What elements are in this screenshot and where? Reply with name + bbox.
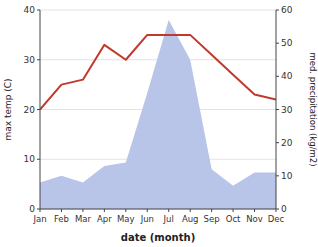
grid-line	[40, 209, 276, 210]
x-tick	[61, 209, 62, 212]
x-tick-label: Aug	[182, 214, 199, 224]
x-tick	[104, 209, 105, 212]
y2-tick	[276, 175, 279, 176]
x-tick-label: Jan	[32, 214, 46, 224]
y2-axis-label: med. precipitation (kg/m2)	[308, 52, 318, 166]
y-tick	[37, 10, 40, 11]
y2-tick-label: 0	[281, 204, 287, 214]
y-tick-label: 20	[24, 105, 36, 115]
x-tick-label: Mar	[75, 214, 92, 224]
x-tick	[168, 209, 169, 212]
y2-tick	[276, 43, 279, 44]
x-axis-label: date (month)	[121, 232, 195, 243]
x-tick	[82, 209, 83, 212]
y2-tick	[276, 142, 279, 143]
y2-tick-label: 60	[281, 5, 293, 15]
line	[40, 35, 276, 110]
grid-line	[40, 10, 276, 11]
x-tick	[147, 209, 148, 212]
y-tick-label: 30	[24, 55, 36, 65]
x-tick	[233, 209, 234, 212]
x-tick	[190, 209, 191, 212]
x-tick	[211, 209, 212, 212]
x-tick-label: Oct	[226, 214, 241, 224]
x-tick	[276, 209, 277, 212]
axes: 0 10 20 30 40 0 10 20 30 40 50 60 Jan Feb Mar Apr May Jun…	[24, 5, 293, 224]
grid	[40, 10, 276, 209]
x-tick-label: Sep	[204, 214, 220, 224]
x-tick-label: Nov	[246, 214, 263, 224]
y2-tick-label: 40	[281, 71, 293, 81]
y-tick	[37, 159, 40, 160]
x-axis-line	[40, 209, 276, 210]
x-tick-label: Feb	[54, 214, 69, 224]
y-tick-label: 40	[24, 5, 36, 15]
x-tick	[40, 209, 41, 212]
x-tick-label: Dec	[268, 214, 285, 224]
y-axis-label: max temp (C)	[3, 78, 13, 140]
x-tick	[254, 209, 255, 212]
y-tick-label: 10	[24, 154, 36, 164]
y2-tick	[276, 10, 279, 11]
y2-tick-label: 20	[281, 138, 293, 148]
y-tick-label: 0	[29, 204, 35, 214]
x-tick-label: May	[117, 214, 135, 224]
x-tick	[125, 209, 126, 212]
plot-area	[40, 20, 276, 209]
y2-tick	[276, 76, 279, 77]
chart: 0 10 20 30 40 0 10 20 30 40 50 60 Jan Feb Mar Apr May Jun…	[0, 0, 318, 247]
y-tick	[37, 59, 40, 60]
y2-tick	[276, 109, 279, 110]
x-tick-label: Jul	[163, 214, 174, 224]
y-tick	[37, 109, 40, 110]
area	[40, 20, 276, 209]
y2-tick-label: 30	[281, 105, 293, 115]
y2-tick-label: 10	[281, 171, 293, 181]
x-tick-label: Apr	[97, 214, 112, 224]
y2-tick-label: 50	[281, 38, 293, 48]
x-tick-label: Jun	[140, 214, 154, 224]
